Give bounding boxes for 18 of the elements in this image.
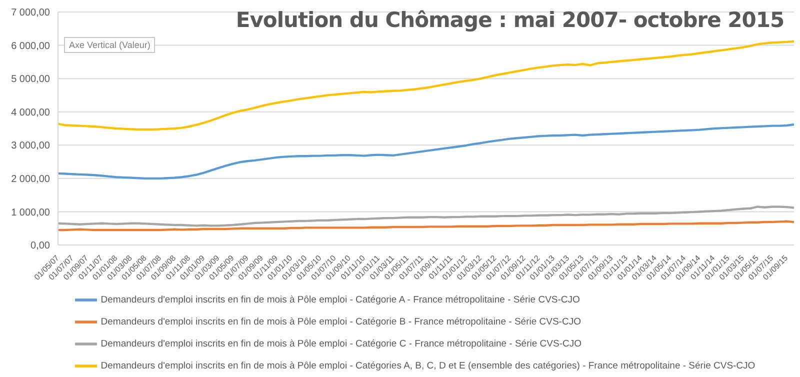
line-series — [56, 123, 796, 180]
line-series — [56, 40, 796, 131]
y-tick-label: 0,00 — [30, 240, 50, 252]
chart-title: Evolution du Chômage : mai 2007- octobre 2015 — [236, 8, 784, 32]
y-tick-label: 5 000,00 — [11, 74, 50, 86]
legend-label: Demandeurs d'emploi inscrits en fin de mois à Pôle emploi - Catégories A, B, C, D et E (ensemble des catégories) - France métropolitaine - Série CVS-CJO — [100, 360, 756, 372]
y-tick-label: 3 000,00 — [11, 140, 50, 152]
legend-label: Demandeurs d'emploi inscrits en fin de mois à Pôle emploi - Catégorie C - France métropolitaine - Série CVS-CJO — [100, 338, 582, 350]
line-series — [56, 206, 796, 227]
line-series — [56, 220, 796, 232]
y-tick-label: 1 000,00 — [11, 207, 50, 218]
y-tick-label: 7 000,00 — [11, 8, 50, 19]
y-tick-label: 2 000,00 — [11, 174, 50, 185]
y-tick-label: 6 000,00 — [11, 40, 50, 52]
legend-label: Demandeurs d'emploi inscrits en fin de mois à Pôle emploi - Catégorie B - France métropolitaine - Série CVS-CJO — [100, 316, 581, 328]
legend-label: Demandeurs d'emploi inscrits en fin de mois à Pôle emploi - Catégorie A - France métropolitaine - Série CVS-CJO — [100, 294, 580, 306]
y-tick-label: 4 000,00 — [11, 107, 50, 118]
y-axis-title: Axe Vertical (Valeur) — [69, 40, 150, 50]
